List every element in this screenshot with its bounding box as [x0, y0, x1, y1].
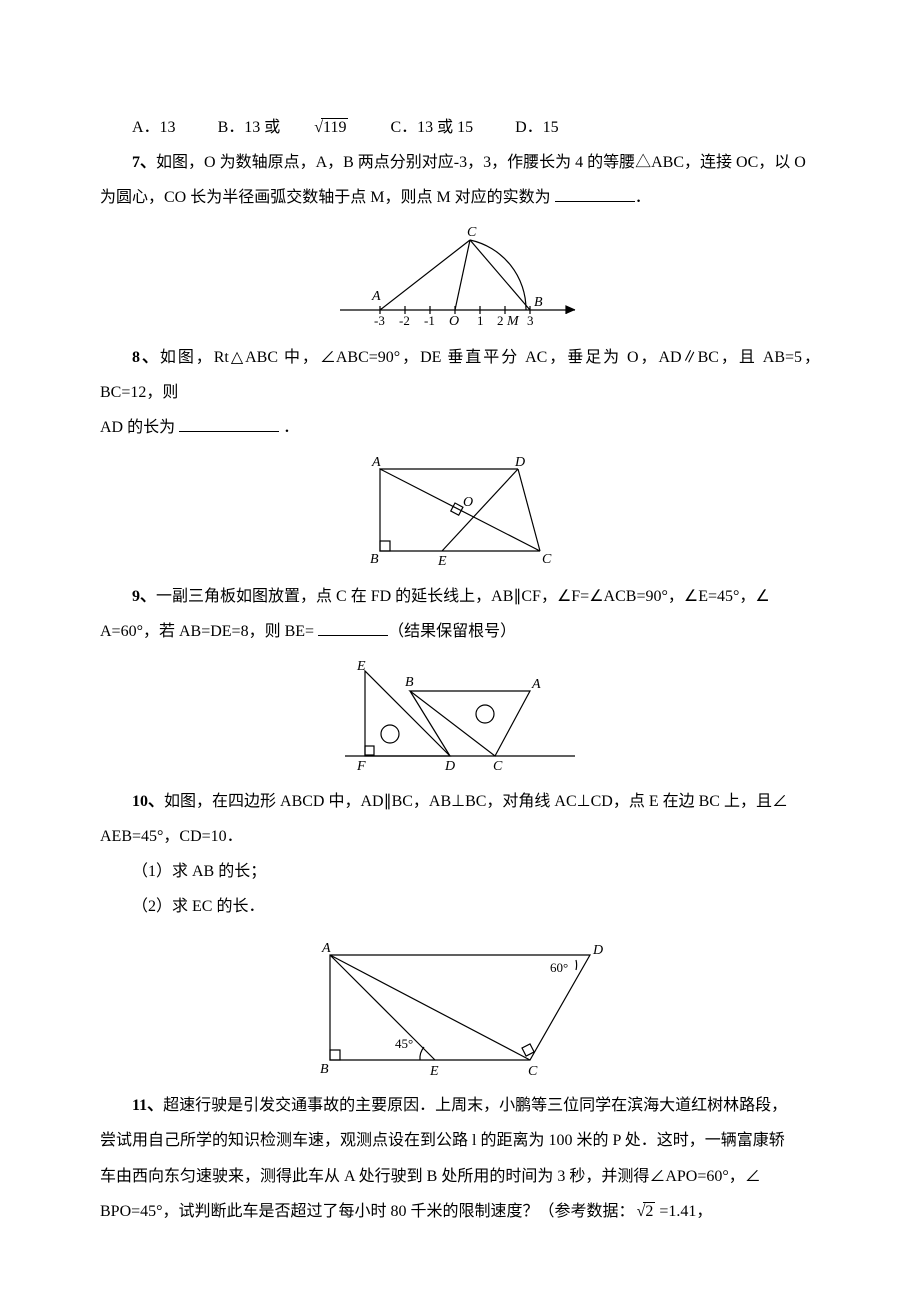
q7-line2: 为圆心，CO 长为半径画弧交数轴于点 M，则点 M 对应的实数为 ．: [100, 180, 820, 215]
q6-opt-b: B．13 或119: [218, 119, 353, 136]
svg-text:M: M: [506, 314, 520, 329]
q6-opt-a: A．13: [132, 119, 176, 136]
svg-text:B: B: [370, 552, 379, 567]
svg-text:3: 3: [527, 313, 534, 328]
svg-text:A: A: [531, 677, 541, 692]
q10-line1: 10、如图，在四边形 ABCD 中，AD∥BC，AB⊥BC，对角线 AC⊥CD，…: [100, 784, 820, 819]
svg-text:1: 1: [477, 313, 484, 328]
svg-text:O: O: [449, 314, 459, 329]
sqrt-icon: 119: [280, 110, 348, 145]
q8-line2: AD 的长为 ．: [100, 410, 820, 445]
svg-text:B: B: [405, 675, 414, 690]
svg-text:-1: -1: [424, 313, 435, 328]
q11-num: 11、: [132, 1097, 163, 1114]
svg-text:F: F: [356, 759, 366, 774]
svg-text:B: B: [534, 295, 543, 310]
q8-num: 8、: [132, 349, 160, 366]
blank-field: [555, 185, 635, 202]
svg-text:C: C: [528, 1064, 538, 1079]
q11-line1: 11、超速行驶是引发交通事故的主要原因．上周末，小鹏等三位同学在滨海大道红树林路…: [100, 1088, 820, 1123]
svg-text:E: E: [429, 1064, 439, 1079]
svg-text:B: B: [320, 1062, 329, 1077]
q10-line2: AEB=45°，CD=10．: [100, 819, 820, 854]
svg-text:A: A: [371, 289, 381, 304]
q10-sub1: （1）求 AB 的长；: [100, 854, 820, 889]
q9-line2: A=60°，若 AB=DE=8，则 BE= （结果保留根号）: [100, 614, 820, 649]
q9-figure: E B A F D C: [100, 656, 820, 780]
q9-num: 9、: [132, 588, 156, 605]
q7-line1: 7、如图，O 为数轴原点，A，B 两点分别对应-3，3，作腰长为 4 的等腰△A…: [100, 145, 820, 180]
q7-num: 7、: [132, 154, 156, 171]
q10-figure: A D B E C 45° 60°: [100, 930, 820, 1084]
blank-field: [318, 619, 388, 636]
svg-text:2: 2: [497, 313, 504, 328]
svg-text:D: D: [514, 455, 525, 470]
svg-text:A: A: [321, 941, 331, 956]
blank-field: [179, 415, 279, 432]
q6-opt-c: C．13 或 15: [390, 119, 473, 136]
svg-text:E: E: [356, 659, 366, 674]
svg-text:D: D: [592, 943, 603, 958]
svg-text:A: A: [371, 455, 381, 470]
q8-figure: A D B E C O: [100, 451, 820, 575]
svg-text:C: C: [542, 552, 552, 567]
svg-text:D: D: [444, 759, 455, 774]
q10-num: 10、: [132, 793, 164, 810]
svg-text:O: O: [463, 495, 473, 510]
q6-options: A．13 B．13 或119 C．13 或 15 D．15: [100, 110, 820, 145]
q6-opt-d: D．15: [515, 119, 559, 136]
svg-text:-3: -3: [374, 313, 385, 328]
svg-text:45°: 45°: [395, 1036, 413, 1051]
svg-text:C: C: [493, 759, 503, 774]
q11-line4: BPO=45°，试判断此车是否超过了每小时 80 千米的限制速度？（参考数据：2…: [100, 1194, 820, 1229]
sqrt-icon: 2: [635, 1194, 656, 1229]
q9-line1: 9、一副三角板如图放置，点 C 在 FD 的延长线上，AB∥CF，∠F=∠ACB…: [100, 579, 820, 614]
svg-text:E: E: [437, 554, 447, 569]
q11-line2: 尝试用自己所学的知识检测车速，观测点设在到公路 l 的距离为 100 米的 P …: [100, 1123, 820, 1158]
q11-line3: 车由西向东匀速驶来，测得此车从 A 处行驶到 B 处所用的时间为 3 秒，并测得…: [100, 1159, 820, 1194]
q7-figure: C A B O M -3 -2 -1 1 2 3: [100, 222, 820, 336]
q10-sub2: （2）求 EC 的长．: [100, 889, 820, 924]
svg-text:C: C: [467, 225, 477, 240]
svg-text:-2: -2: [399, 313, 410, 328]
q8-line1: 8、如图，Rt△ABC 中，∠ABC=90°，DE 垂直平分 AC，垂足为 O，…: [100, 340, 820, 410]
svg-text:60°: 60°: [550, 960, 568, 975]
